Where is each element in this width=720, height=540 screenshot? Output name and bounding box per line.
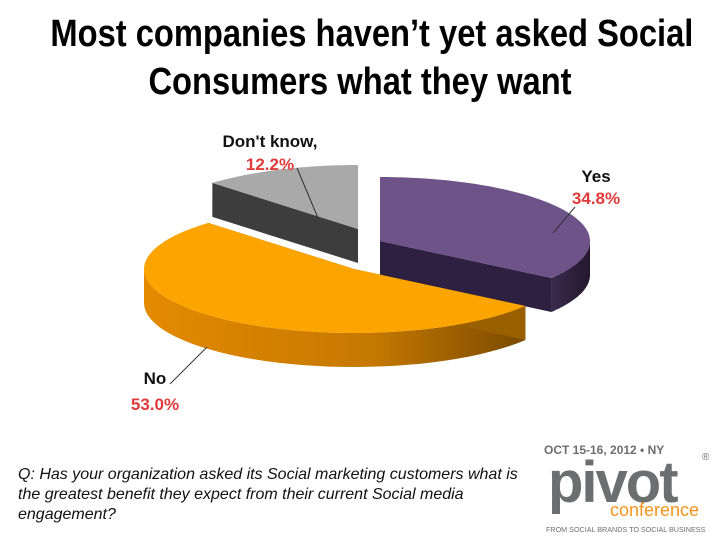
- slice-don-t-know: [212, 165, 358, 263]
- slice-yes: [380, 177, 590, 312]
- value-label-don-t-know: 12.2%: [246, 155, 294, 174]
- title-line-2: Consumers what they want: [148, 61, 572, 103]
- pie-chart: Yes 34.8% No 53.0% Don't know, 12.2%: [131, 132, 620, 414]
- slice-top: [212, 165, 358, 229]
- slice-top: [144, 222, 526, 333]
- logo-brand: pivot: [548, 450, 678, 515]
- slide-title: Most companies haven’t yet asked Social …: [50, 10, 694, 106]
- slice-top: [380, 177, 590, 278]
- logo-registered-mark: ®: [702, 452, 710, 463]
- slice-side-wall: [551, 241, 590, 312]
- logo-tagline: FROM SOCIAL BRANDS TO SOCIAL BUSINESS: [546, 525, 706, 534]
- slice-cut-face: [212, 182, 358, 263]
- leader-line-don-t-know: [296, 167, 319, 219]
- title-line-1: Most companies haven’t yet asked Social: [50, 13, 694, 55]
- leader-line-yes: [552, 206, 576, 234]
- leader-line-no: [169, 346, 208, 385]
- label-no: No: [144, 369, 167, 388]
- slice-no: [144, 222, 526, 367]
- value-label-no: 53.0%: [131, 395, 179, 414]
- logo-sub: conference: [610, 500, 699, 520]
- logo-date-line: OCT 15-16, 2012 • NY: [544, 443, 664, 457]
- slice-cut-face: [380, 241, 552, 312]
- slice-side-wall: [144, 269, 526, 367]
- survey-question: Q: Has your organization asked its Socia…: [18, 466, 518, 523]
- value-label-yes: 34.8%: [572, 189, 620, 208]
- label-don-t-know: Don't know,: [222, 132, 317, 151]
- label-yes: Yes: [581, 167, 610, 186]
- pivot-conference-logo: OCT 15-16, 2012 • NY ® pivot conference …: [544, 443, 710, 534]
